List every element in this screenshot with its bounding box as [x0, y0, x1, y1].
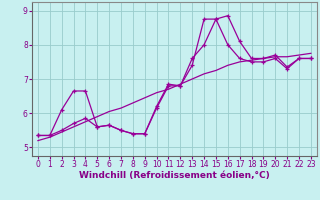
X-axis label: Windchill (Refroidissement éolien,°C): Windchill (Refroidissement éolien,°C) — [79, 171, 270, 180]
